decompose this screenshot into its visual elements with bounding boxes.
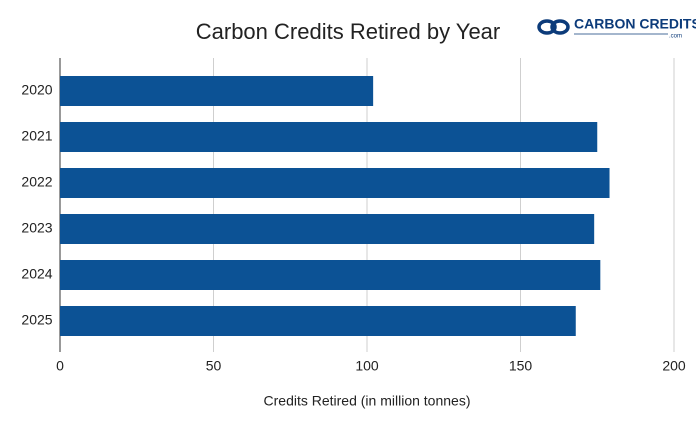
x-tick-label: 0: [56, 358, 64, 374]
logo-text: CARBON CREDITS: [574, 16, 696, 32]
bar: [60, 122, 598, 152]
x-tick-label: 100: [355, 358, 379, 374]
bar: [60, 76, 374, 106]
bar: [60, 260, 601, 290]
x-tick-label: 50: [206, 358, 222, 374]
logo-suffix: .com: [669, 34, 682, 40]
y-tick-label: 2025: [21, 312, 52, 328]
logo-icon: [550, 19, 570, 35]
bar: [60, 306, 576, 336]
x-tick-label: 200: [662, 358, 686, 374]
y-tick-label: 2024: [21, 266, 52, 282]
bar: [60, 168, 610, 198]
y-tick-label: 2022: [21, 174, 52, 190]
y-tick-label: 2021: [21, 128, 52, 144]
x-tick-label: 150: [509, 358, 533, 374]
logo-icon: [537, 19, 557, 35]
x-axis-title: Credits Retired (in million tonnes): [264, 393, 471, 409]
chart-title: Carbon Credits Retired by Year: [196, 19, 501, 44]
bar: [60, 214, 595, 244]
logo: CARBON CREDITS .com: [537, 16, 696, 40]
y-tick-label: 2020: [21, 82, 52, 98]
y-tick-label: 2023: [21, 220, 52, 236]
